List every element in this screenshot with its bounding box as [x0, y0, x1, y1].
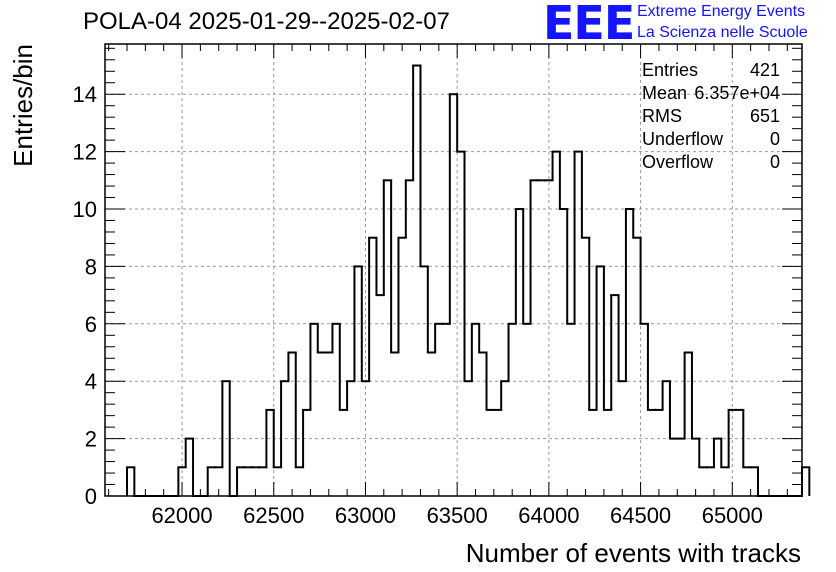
stats-row-overflow: Overflow 0	[642, 152, 780, 175]
stats-value: 651	[749, 106, 780, 126]
stats-value: 6.357e+04	[694, 83, 780, 103]
stats-row-underflow: Underflow 0	[642, 129, 780, 152]
x-tick-label: 62000	[151, 503, 212, 528]
y-tick-label: 0	[85, 484, 97, 509]
y-tick-label: 8	[85, 254, 97, 279]
x-axis-label: Number of events with tracks	[466, 538, 801, 568]
y-tick-label: 2	[85, 427, 97, 452]
logo-line-1: Extreme Energy Events	[637, 3, 806, 20]
x-tick-label: 64000	[518, 503, 579, 528]
x-tick-label: 63500	[427, 503, 488, 528]
stats-key: Mean	[642, 83, 688, 103]
x-tick-label: 63000	[335, 503, 396, 528]
plot-frame	[104, 43, 803, 497]
stats-key: RMS	[642, 106, 682, 126]
stats-row-entries: Entries 421	[642, 60, 780, 83]
x-tick-label: 64500	[610, 503, 671, 528]
y-tick-label: 12	[73, 140, 97, 165]
stats-box: Entries 421 Mean 6.357e+04 RMS 651 Under…	[642, 60, 780, 175]
y-axis-label: Entries/bin	[8, 44, 38, 167]
y-tick-label: 4	[85, 369, 97, 394]
stats-row-mean: Mean 6.357e+04	[642, 83, 780, 106]
chart-title: POLA-04 2025-01-29--2025-02-07	[83, 8, 450, 35]
stats-key: Underflow	[642, 129, 724, 149]
logo-line-2: La Scienza nelle Scuole	[637, 24, 808, 41]
x-tick-label: 62500	[243, 503, 304, 528]
y-tick-label: 6	[85, 312, 97, 337]
y-tick-label: 14	[73, 82, 97, 107]
x-tick-label: 65000	[702, 503, 763, 528]
stats-row-rms: RMS 651	[642, 106, 780, 129]
stats-value: 421	[749, 60, 780, 80]
stats-value: 0	[769, 129, 780, 149]
stats-key: Entries	[642, 60, 699, 80]
histogram-bins	[126, 64, 811, 497]
stats-value: 0	[769, 152, 780, 172]
y-tick-label: 10	[73, 197, 97, 222]
eee-logo-mark: EEE	[543, 0, 635, 50]
stats-key: Overflow	[642, 152, 714, 172]
